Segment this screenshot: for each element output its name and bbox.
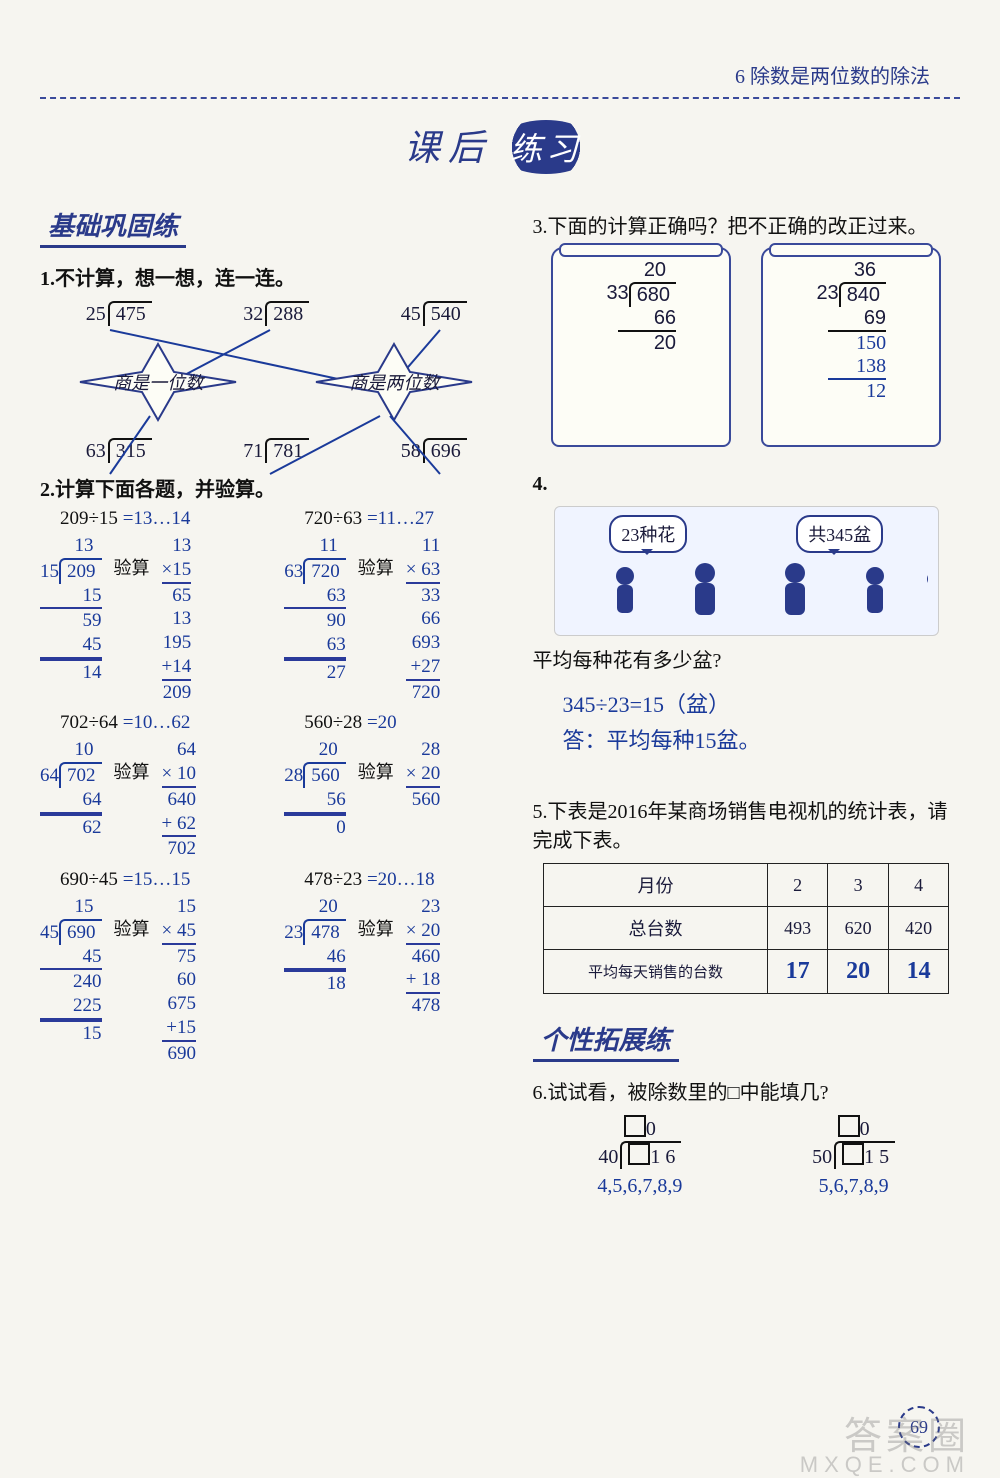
q3-scroll-b: 36 23840 69 150 138 12	[761, 247, 941, 447]
people-icons	[565, 561, 928, 631]
q5-h3: 4	[888, 864, 948, 907]
q2-container: 209÷15 =13…14131520915594514验算13×1565131…	[40, 508, 513, 1065]
basics-head: 基础巩固练	[40, 204, 186, 248]
q2-item: 209÷15 =13…14131520915594514验算13×1565131…	[40, 508, 268, 704]
q1-top-row: 25475 32288 45540	[40, 301, 513, 326]
q4-bubble-a: 23种花	[609, 515, 687, 553]
page-title: 课后 练习	[40, 119, 960, 174]
q1-top-3: 45540	[401, 301, 467, 326]
q5-r2l: 平均每天销售的台数	[544, 950, 768, 994]
q5-r1-2: 420	[888, 907, 948, 950]
q4-bubble-b: 共345盆	[796, 515, 883, 553]
q5-h1: 2	[767, 864, 827, 907]
q5-stem: 5.下表是2016年某商场销售电视机的统计表，请完成下表。	[533, 795, 961, 853]
q2-item: 720÷63 =11…27116372063906327验算11× 633366…	[284, 508, 512, 704]
q2-item: 690÷45 =15…1515456904524022515验算15× 4575…	[40, 869, 268, 1065]
left-column: 基础巩固练 1.不计算，想一想，连一连。 25475 32288 45540	[40, 204, 513, 1198]
q3-scroll-a: 20 33680 66 20	[551, 247, 731, 447]
q3-stem: 3.下面的计算正确吗？把不正确的改正过来。	[533, 210, 961, 239]
q4-illustration: 23种花 共345盆	[554, 506, 939, 636]
q5-r1-0: 493	[767, 907, 827, 950]
q4-answer: 345÷23=15（盆） 答：平均每种15盆。	[563, 687, 961, 755]
q6-stem: 6.试试看，被除数里的□中能填几?	[533, 1076, 961, 1105]
q4-question: 平均每种花有多少盆?	[533, 644, 961, 673]
q1-top-1: 25475	[86, 301, 152, 326]
chapter-header: 6 除数是两位数的除法	[40, 60, 960, 99]
q2-item: 560÷28 =202028560560验算28× 20560	[284, 712, 512, 861]
q5-table: 月份 2 3 4 总台数 493 620 420 平均每天销售的台数 17 20…	[543, 863, 949, 994]
title-b: 练习	[496, 120, 596, 174]
q5-r2-0: 17	[767, 950, 827, 994]
q6-b: 0 501 5 5,6,7,8,9	[812, 1115, 895, 1198]
q6-wrap: 0 401 6 4,5,6,7,8,9 0 501 5 5,6,7,8,9	[533, 1115, 961, 1198]
title-a: 课后	[404, 128, 492, 168]
q5-r1l: 总台数	[544, 907, 768, 950]
q5-h0: 月份	[544, 864, 768, 907]
q2-item: 702÷64 =10…6210647026462验算64× 10640+ 627…	[40, 712, 268, 861]
q5-r1-1: 620	[828, 907, 888, 950]
q6-a: 0 401 6 4,5,6,7,8,9	[597, 1115, 682, 1198]
q1-stem: 1.不计算，想一想，连一连。	[40, 262, 513, 291]
right-column: 3.下面的计算正确吗？把不正确的改正过来。 20 33680 66 20 36 …	[533, 204, 961, 1198]
watermark-url: MXQE.COM	[800, 1452, 970, 1478]
ext-head: 个性拓展练	[533, 1018, 679, 1062]
q4-num: 4.	[533, 473, 961, 496]
q3-scrolls: 20 33680 66 20 36 23840 69 150 138	[533, 247, 961, 447]
q2-item: 478÷23 =20…1820234784618验算23× 20460+ 184…	[284, 869, 512, 1065]
q5-h2: 3	[828, 864, 888, 907]
q1-top-2: 32288	[243, 301, 309, 326]
q5-r2-1: 20	[828, 950, 888, 994]
q5-r2-2: 14	[888, 950, 948, 994]
